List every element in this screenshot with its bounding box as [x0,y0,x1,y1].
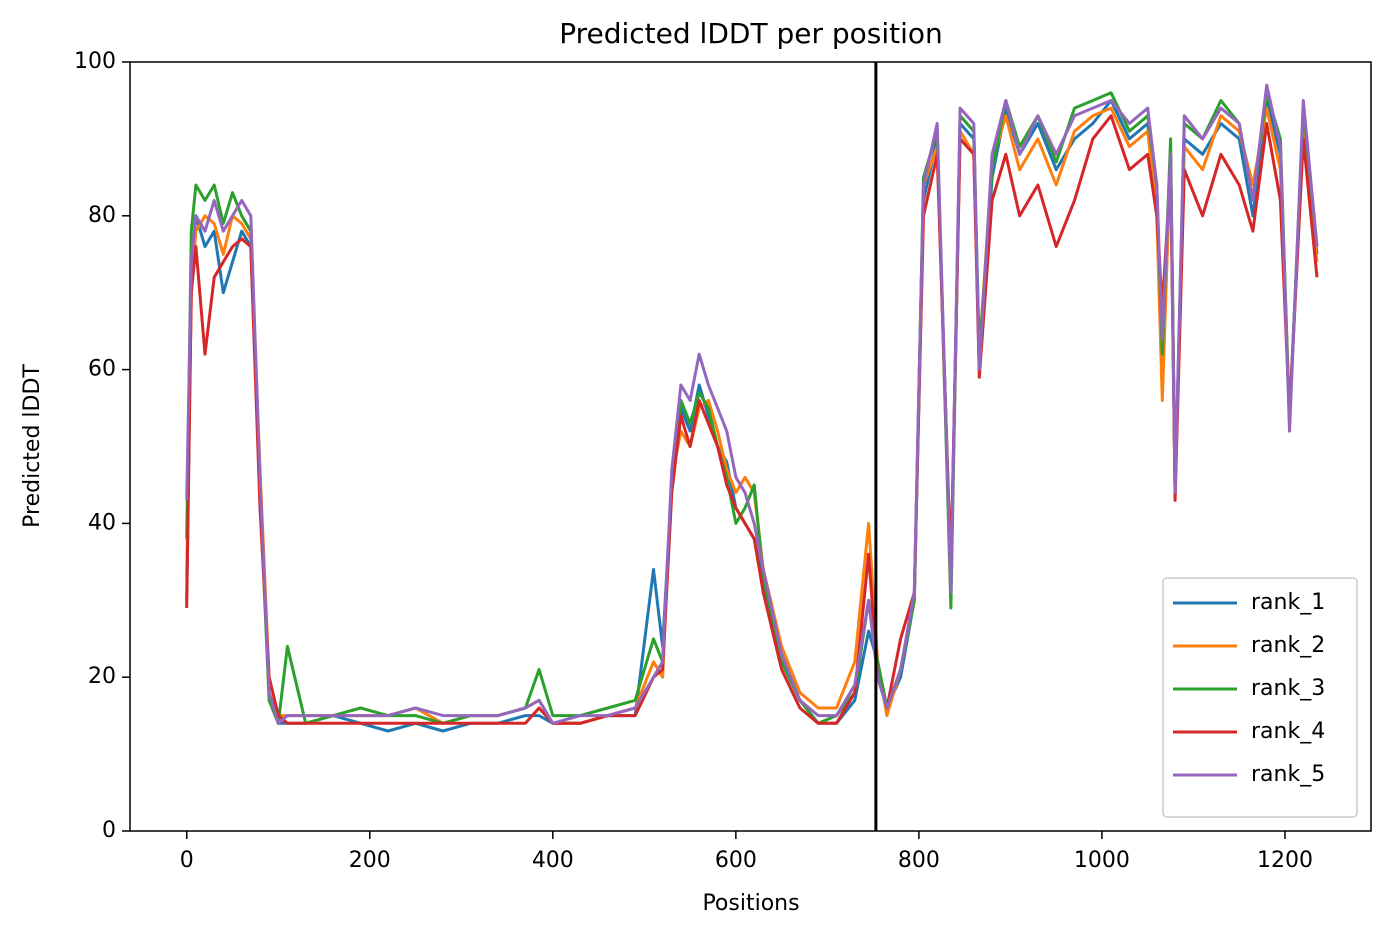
x-axis-label: Positions [702,891,799,916]
series-line [185,99,1319,733]
y-tick-label: 0 [102,818,116,843]
legend-label: rank_2 [1251,633,1325,658]
x-tick-label: 400 [532,848,574,873]
y-tick-label: 20 [88,664,116,689]
legend-label: rank_5 [1251,762,1325,787]
plot-frame [129,61,1372,832]
series-line [185,83,1319,725]
x-tick-label: 600 [715,848,757,873]
y-tick-label: 100 [74,49,116,74]
legend-label: rank_4 [1251,719,1325,744]
y-tick-label: 60 [88,357,116,382]
series-line [185,91,1319,725]
x-tick-label: 1200 [1257,848,1313,873]
y-tick-label: 80 [88,203,116,228]
series-line [185,106,1319,725]
y-tick-label: 40 [88,510,116,535]
series-line [185,114,1319,725]
chart-title: Predicted lDDT per position [559,17,943,50]
y-axis-label: Predicted lDDT [20,364,45,528]
legend-box [1162,577,1358,818]
legend-label: rank_1 [1251,590,1325,615]
legend-label: rank_3 [1251,676,1325,701]
x-tick-label: 800 [898,848,940,873]
x-tick-label: 0 [180,848,194,873]
x-tick-label: 1000 [1074,848,1130,873]
x-tick-label: 200 [349,848,391,873]
